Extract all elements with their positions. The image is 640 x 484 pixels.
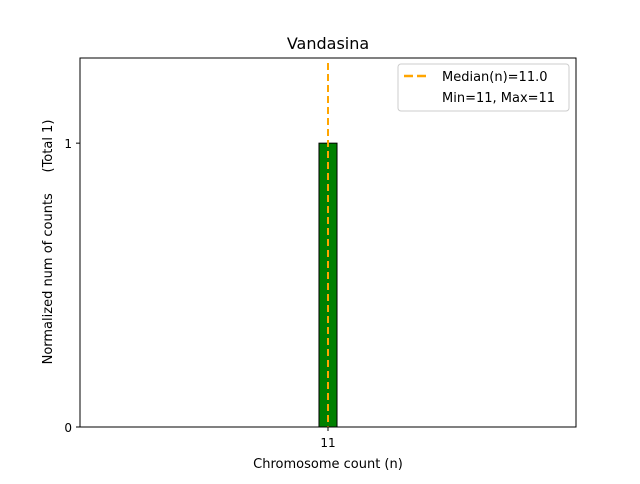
y-axis-label: Normalized num of counts (Total 1) [41,120,56,365]
y-tick-label: 1 [64,137,72,151]
legend-entry-minmax: Min=11, Max=11 [442,91,555,106]
legend: Median(n)=11.0 Min=11, Max=11 [397,63,570,112]
legend-box [397,63,570,112]
x-tick-label: 11 [320,436,335,450]
x-axis-label: Chromosome count (n) [253,457,403,472]
chart-title: Vandasina [287,34,369,53]
y-tick-label: 0 [64,421,72,435]
legend-entry-median: Median(n)=11.0 [442,70,548,85]
